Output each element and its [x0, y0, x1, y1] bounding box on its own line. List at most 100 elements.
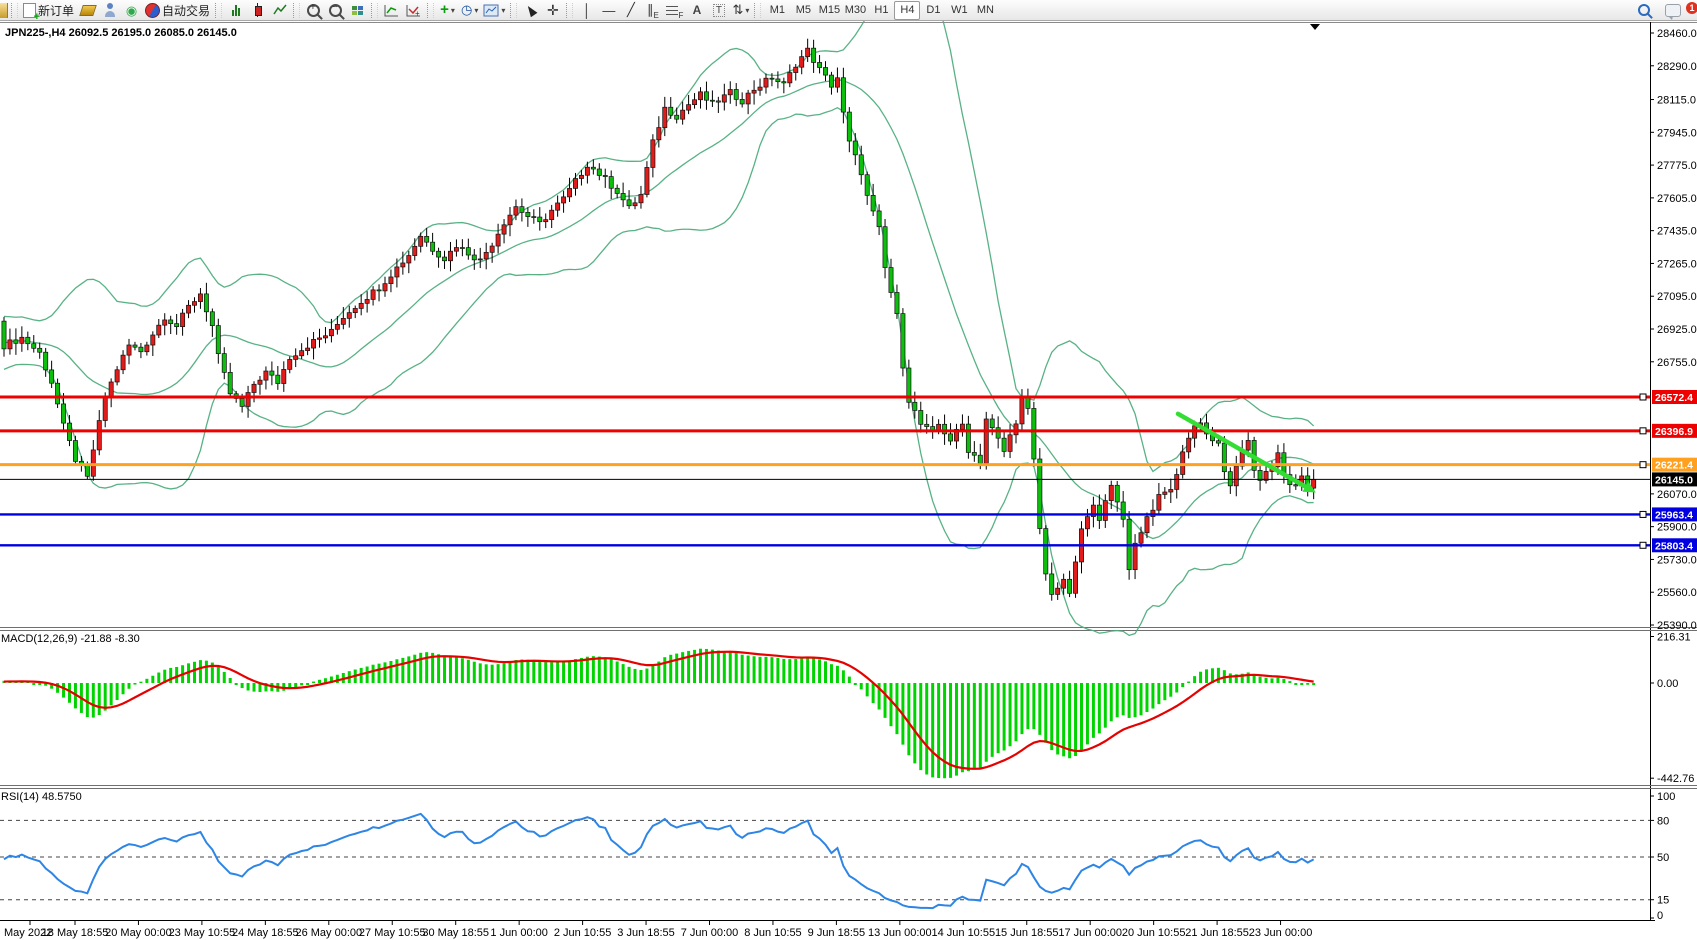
- svg-text:18 May 18:55: 18 May 18:55: [42, 927, 109, 939]
- svg-text:27 May 10:55: 27 May 10:55: [359, 927, 426, 939]
- zoom-in-icon: +: [307, 2, 321, 17]
- price-tag-26572.4[interactable]: [1652, 389, 1697, 404]
- tf-m5[interactable]: M5: [795, 4, 812, 16]
- tf-m30[interactable]: M30: [844, 4, 867, 16]
- new-order-button[interactable]: 新订单: [21, 1, 76, 23]
- line-chart-button[interactable]: [269, 1, 290, 20]
- svg-text:23 Jun 00:00: 23 Jun 00:00: [1249, 927, 1313, 939]
- crosshair-button[interactable]: ✛: [542, 1, 563, 20]
- tf-m1[interactable]: M1: [769, 4, 786, 16]
- autotrading-button[interactable]: 自动交易: [143, 1, 212, 20]
- zoom-out-button[interactable]: −: [325, 1, 346, 20]
- svg-text:3 Jun 18:55: 3 Jun 18:55: [617, 927, 675, 939]
- svg-text:17 Jun 00:00: 17 Jun 00:00: [1058, 927, 1122, 939]
- macd-signal-line: [3, 650, 1314, 770]
- tf-w1[interactable]: W1: [951, 4, 968, 16]
- arrows-icon: ⇅: [732, 2, 744, 17]
- search-button[interactable]: [1636, 1, 1662, 20]
- toolbar-grip[interactable]: [754, 2, 762, 18]
- tf-m15[interactable]: M15: [818, 4, 841, 16]
- template-button[interactable]: ▾: [481, 1, 507, 20]
- add-indicator-button[interactable]: + ▾: [437, 1, 458, 20]
- tf-mn[interactable]: MN: [976, 4, 994, 16]
- line-handle[interactable]: [1639, 541, 1647, 549]
- indicator-list-button[interactable]: [381, 1, 402, 20]
- community-button[interactable]: [99, 1, 120, 20]
- svg-text:26925.0: 26925.0: [1657, 324, 1697, 336]
- toolbar-grip[interactable]: [371, 2, 379, 18]
- line-handle[interactable]: [1639, 510, 1647, 518]
- cursor-button[interactable]: [520, 1, 541, 20]
- hline-button[interactable]: —: [598, 1, 619, 20]
- price-tag-26145.0[interactable]: [1652, 472, 1697, 487]
- text-label-button[interactable]: T: [708, 1, 729, 20]
- bar-chart-button[interactable]: [225, 1, 246, 20]
- svg-text:100: 100: [1657, 791, 1675, 803]
- chevron-down-icon: ▾: [450, 5, 455, 15]
- svg-text:25900.0: 25900.0: [1657, 522, 1697, 534]
- svg-text:27095.0: 27095.0: [1657, 291, 1697, 303]
- tile-windows-icon: [352, 5, 364, 15]
- indicator-window-button[interactable]: +: [403, 1, 424, 20]
- toolbar-grip[interactable]: [427, 2, 435, 18]
- separator-macd-rsi[interactable]: [0, 785, 1697, 789]
- channel-button[interactable]: ∥ E: [646, 2, 659, 20]
- period-button[interactable]: ◷ ▾: [459, 1, 480, 20]
- line-handle[interactable]: [1639, 427, 1647, 435]
- toolbar-grip[interactable]: [11, 2, 18, 18]
- svg-text:13 Jun 00:00: 13 Jun 00:00: [868, 927, 932, 939]
- svg-text:27435.0: 27435.0: [1657, 226, 1697, 238]
- line-handle[interactable]: [1639, 393, 1647, 401]
- chevron-down-icon: ▾: [745, 5, 750, 15]
- svg-text:50: 50: [1657, 852, 1669, 864]
- tf-h1[interactable]: H1: [874, 4, 889, 16]
- svg-text:28290.0: 28290.0: [1657, 61, 1697, 73]
- trendline-arrow[interactable]: [1175, 411, 1316, 493]
- price-axis-labels[interactable]: 28460.0 28290.0 28115.0 27945.0 27775.0 27605…: [1650, 28, 1697, 632]
- toolbar-grip[interactable]: [510, 2, 518, 18]
- text-icon: A: [692, 3, 702, 17]
- chart-shift-marker[interactable]: [1310, 24, 1320, 30]
- price-tag-26221.4[interactable]: [1652, 457, 1697, 472]
- toolbar-grip[interactable]: [566, 2, 574, 18]
- rsi-label: RSI(14) 48.5750: [1, 791, 82, 803]
- indicator-add-window-icon: +: [406, 4, 421, 17]
- tf-h4[interactable]: H4: [894, 0, 921, 20]
- toolbar-grip[interactable]: [215, 2, 223, 18]
- arrows-button[interactable]: ⇅ ▾: [730, 1, 751, 20]
- macd-axis-labels[interactable]: 216.31 0.00 -442.76: [1650, 631, 1694, 785]
- fibonacci-button[interactable]: F: [664, 1, 685, 20]
- price-tag-25803.4[interactable]: [1652, 538, 1697, 553]
- price-tag-26396.9[interactable]: [1652, 423, 1697, 438]
- svg-text:27945.0: 27945.0: [1657, 127, 1697, 139]
- notifications-button[interactable]: 1: [1663, 1, 1697, 20]
- svg-text:7 Jun 00:00: 7 Jun 00:00: [681, 927, 739, 939]
- template-icon: [483, 4, 499, 16]
- price-tag-25963.4[interactable]: [1652, 507, 1697, 522]
- vline-button[interactable]: │: [576, 1, 597, 20]
- trendline-button[interactable]: ╱: [620, 1, 641, 20]
- tf-d1[interactable]: D1: [926, 4, 941, 16]
- tile-windows-button[interactable]: [347, 1, 368, 20]
- separator-main-macd[interactable]: [0, 627, 1697, 631]
- svg-text:25730.0: 25730.0: [1657, 554, 1697, 566]
- text-button[interactable]: A: [686, 1, 707, 20]
- market-button[interactable]: [77, 1, 98, 20]
- candle-chart-button[interactable]: [247, 1, 268, 20]
- text-label-icon: T: [712, 3, 725, 17]
- line-handle[interactable]: [1639, 461, 1647, 469]
- autotrading-label: 自动交易: [162, 3, 211, 18]
- chat-icon: [1665, 3, 1681, 20]
- chevron-down-icon: ▾: [501, 5, 506, 15]
- rsi-axis-labels[interactable]: 100 80 50 15 0: [1650, 791, 1675, 922]
- new-order-label: 新订单: [38, 3, 75, 18]
- line-chart-icon: [272, 4, 287, 15]
- svg-text:9 Jun 18:55: 9 Jun 18:55: [808, 927, 866, 939]
- svg-text:26221.4: 26221.4: [1655, 460, 1693, 472]
- toolbar-grip[interactable]: [293, 2, 301, 18]
- zoom-in-button[interactable]: +: [303, 1, 324, 20]
- fibonacci-icon: [666, 5, 679, 15]
- signals-button[interactable]: ◉: [121, 1, 142, 20]
